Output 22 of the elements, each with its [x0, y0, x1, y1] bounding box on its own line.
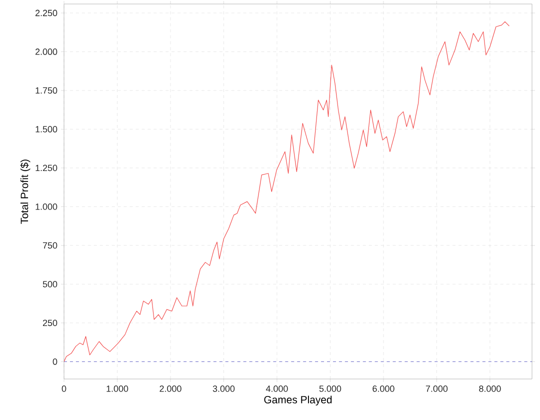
y-tick-label: 500: [42, 280, 58, 288]
y-tick-label: 1.500: [36, 126, 58, 132]
x-tick-label: 5.000: [319, 386, 342, 392]
x-tick-label: 3.000: [212, 386, 235, 392]
x-tick-label: 1.000: [106, 386, 128, 392]
line-series: [64, 21, 510, 362]
y-tick-label: 2.000: [36, 48, 58, 55]
y-tick-label: 250: [42, 320, 58, 326]
x-tick-label: 6.000: [372, 386, 394, 392]
y-tick-label: 1.250: [36, 164, 58, 172]
y-tick-label: 750: [42, 242, 58, 249]
y-tick-label: 1.750: [36, 87, 58, 94]
x-axis-title: Games Played: [264, 396, 332, 406]
x-tick-label: 7.000: [426, 386, 448, 392]
x-tick-label: 0: [62, 386, 66, 392]
y-tick-label: 2.250: [36, 10, 58, 16]
x-tick-label: 8.000: [479, 386, 501, 392]
x-tick-label: 4.000: [266, 386, 288, 392]
y-axis-title: Total Profit ($): [20, 160, 30, 224]
y-tick-label: 1.000: [36, 204, 58, 210]
y-tick-label: 0: [52, 358, 58, 365]
x-tick-label: 2.000: [160, 386, 182, 392]
